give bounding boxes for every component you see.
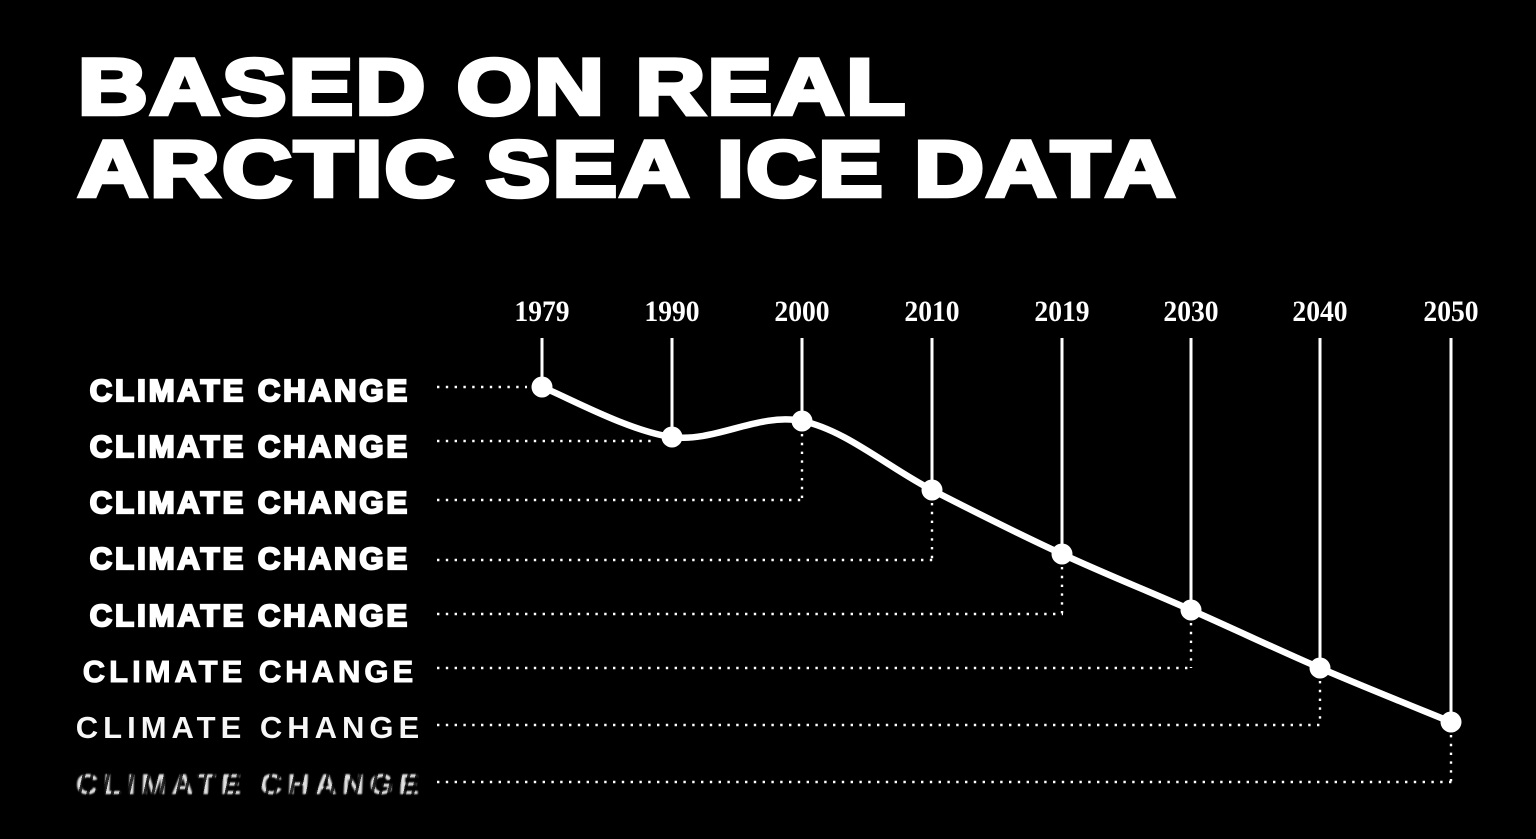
climate-change-label-row-4: CLIMATE CHANGE [89, 540, 411, 576]
data-point-2010 [921, 479, 943, 501]
data-point-2050 [1440, 711, 1462, 733]
year-label-2010: 2010 [904, 295, 960, 328]
title-line-1: BASED ON REAL [75, 42, 908, 131]
data-point-2040 [1309, 657, 1331, 679]
sea-ice-trend-line [538, 383, 1455, 726]
climate-change-label-row-1: CLIMATE CHANGE [89, 372, 411, 408]
data-point-2030 [1180, 599, 1202, 621]
year-label-2050: 2050 [1423, 295, 1479, 328]
data-point-1990 [661, 426, 683, 448]
year-label-1979: 1979 [514, 295, 570, 328]
climate-change-label-row-3: CLIMATE CHANGE [89, 484, 411, 520]
year-label-2000: 2000 [774, 295, 830, 328]
climate-change-label-row-5: CLIMATE CHANGE [89, 597, 411, 633]
climate-change-label-row-8: CLIMATE CHANGE [75, 768, 425, 801]
year-label-1990: 1990 [644, 295, 700, 328]
year-label-2040: 2040 [1292, 295, 1348, 328]
year-label-2030: 2030 [1163, 295, 1219, 328]
data-point-2000 [791, 410, 813, 432]
climate-change-label-row-2: CLIMATE CHANGE [89, 428, 411, 464]
year-label-2019: 2019 [1034, 295, 1090, 328]
climate-change-label-row-7: CLIMATE CHANGE [75, 710, 425, 745]
data-point-1979 [531, 376, 553, 398]
page-title: BASED ON REAL ARCTIC SEA ICE DATA [75, 42, 1178, 213]
title-line-2: ARCTIC SEA ICE DATA [75, 124, 1178, 213]
climate-change-label-row-6: CLIMATE CHANGE [82, 654, 418, 689]
data-point-2019 [1051, 543, 1073, 565]
